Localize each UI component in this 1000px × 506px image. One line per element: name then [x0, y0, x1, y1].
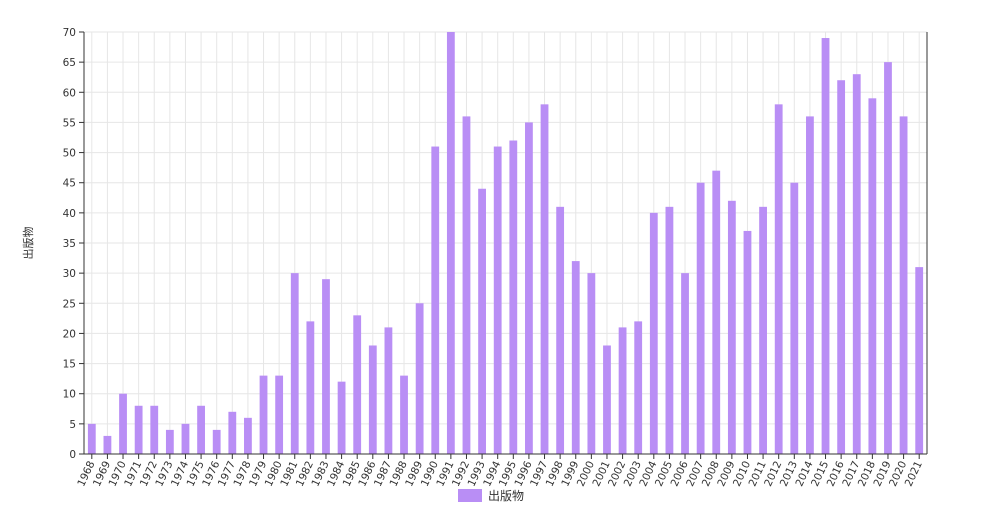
- legend-label-publications[interactable]: 出版物: [488, 489, 524, 503]
- axes: [79, 31, 928, 459]
- bar-1998[interactable]: [556, 206, 565, 454]
- bar-2011[interactable]: [759, 206, 767, 454]
- y-tick-label: 0: [69, 449, 76, 461]
- y-tick-label: 40: [63, 208, 76, 220]
- bar-1991[interactable]: [446, 32, 455, 454]
- bar-1990[interactable]: [431, 146, 440, 455]
- bar-2001[interactable]: [603, 345, 611, 454]
- y-tick-label: 30: [63, 268, 76, 280]
- x-tick-labels: 1968196919701971197219731974197519761977…: [75, 459, 925, 489]
- y-tick-label: 70: [63, 27, 76, 39]
- y-axis-title: 出版物: [21, 227, 35, 260]
- bar-1969[interactable]: [103, 435, 112, 454]
- y-tick-label: 60: [63, 87, 76, 99]
- y-tick-label: 35: [63, 238, 76, 250]
- y-tick-label: 25: [63, 298, 76, 310]
- bar-1986[interactable]: [368, 345, 377, 454]
- bar-1981[interactable]: [290, 273, 299, 454]
- bar-1987[interactable]: [384, 327, 393, 454]
- bar-1971[interactable]: [134, 405, 143, 454]
- bar-1975[interactable]: [197, 405, 205, 454]
- bar-2020[interactable]: [899, 116, 908, 455]
- bar-1989[interactable]: [415, 303, 424, 454]
- bar-1988[interactable]: [400, 375, 408, 454]
- bar-2003[interactable]: [634, 321, 643, 454]
- bar-2006[interactable]: [681, 273, 689, 454]
- y-tick-label: 20: [63, 328, 76, 340]
- y-tick-label: 45: [63, 178, 76, 190]
- bars: [87, 32, 924, 455]
- bar-2014[interactable]: [806, 116, 814, 455]
- bar-1973[interactable]: [165, 429, 174, 454]
- bar-2000[interactable]: [587, 273, 596, 454]
- bar-1978[interactable]: [244, 417, 252, 454]
- bar-1995[interactable]: [509, 140, 518, 454]
- bar-2009[interactable]: [727, 200, 736, 454]
- bar-2005[interactable]: [665, 206, 674, 454]
- bar-2008[interactable]: [712, 170, 721, 454]
- bar-1976[interactable]: [212, 429, 221, 454]
- y-tick-label: 50: [63, 148, 76, 160]
- y-tick-labels: 0 5 10 15 20 25 30 35 40 45 50 55 60 65 70: [63, 27, 76, 461]
- bar-1970[interactable]: [119, 393, 127, 454]
- bar-1980[interactable]: [275, 375, 284, 454]
- bar-1984[interactable]: [337, 381, 346, 454]
- bar-1979[interactable]: [259, 375, 268, 454]
- bar-1972[interactable]: [150, 405, 159, 454]
- bar-1994[interactable]: [493, 146, 502, 455]
- legend[interactable]: 出版物: [458, 489, 524, 503]
- grid-lines: [84, 31, 927, 455]
- bar-1992[interactable]: [462, 116, 471, 455]
- y-tick-label: 15: [63, 359, 76, 371]
- bar-2017[interactable]: [852, 74, 861, 454]
- legend-swatch-publications[interactable]: [458, 489, 482, 502]
- bar-1983[interactable]: [322, 279, 330, 454]
- y-tick-label: 10: [63, 389, 76, 401]
- bar-2021[interactable]: [915, 267, 924, 454]
- bar-2016[interactable]: [837, 80, 846, 454]
- y-tick-label: 65: [63, 57, 76, 69]
- bar-2002[interactable]: [618, 327, 627, 454]
- bar-1997[interactable]: [540, 104, 549, 454]
- bar-1985[interactable]: [353, 315, 362, 454]
- bar-2018[interactable]: [868, 98, 877, 455]
- bar-2013[interactable]: [790, 182, 799, 454]
- bar-2012[interactable]: [774, 104, 783, 454]
- bar-1993[interactable]: [478, 188, 486, 454]
- y-tick-label: 55: [63, 117, 76, 129]
- bar-2004[interactable]: [649, 212, 658, 454]
- bar-2019[interactable]: [884, 62, 892, 455]
- bar-2015[interactable]: [821, 38, 830, 455]
- bar-2010[interactable]: [743, 230, 752, 454]
- bar-2007[interactable]: [696, 182, 705, 454]
- y-tick-label: 5: [69, 419, 76, 431]
- bar-1977[interactable]: [228, 411, 237, 454]
- bar-1974[interactable]: [181, 423, 190, 454]
- bar-1996[interactable]: [525, 122, 533, 454]
- bar-1982[interactable]: [306, 321, 315, 454]
- bar-1968[interactable]: [87, 423, 96, 454]
- bar-1999[interactable]: [571, 261, 580, 454]
